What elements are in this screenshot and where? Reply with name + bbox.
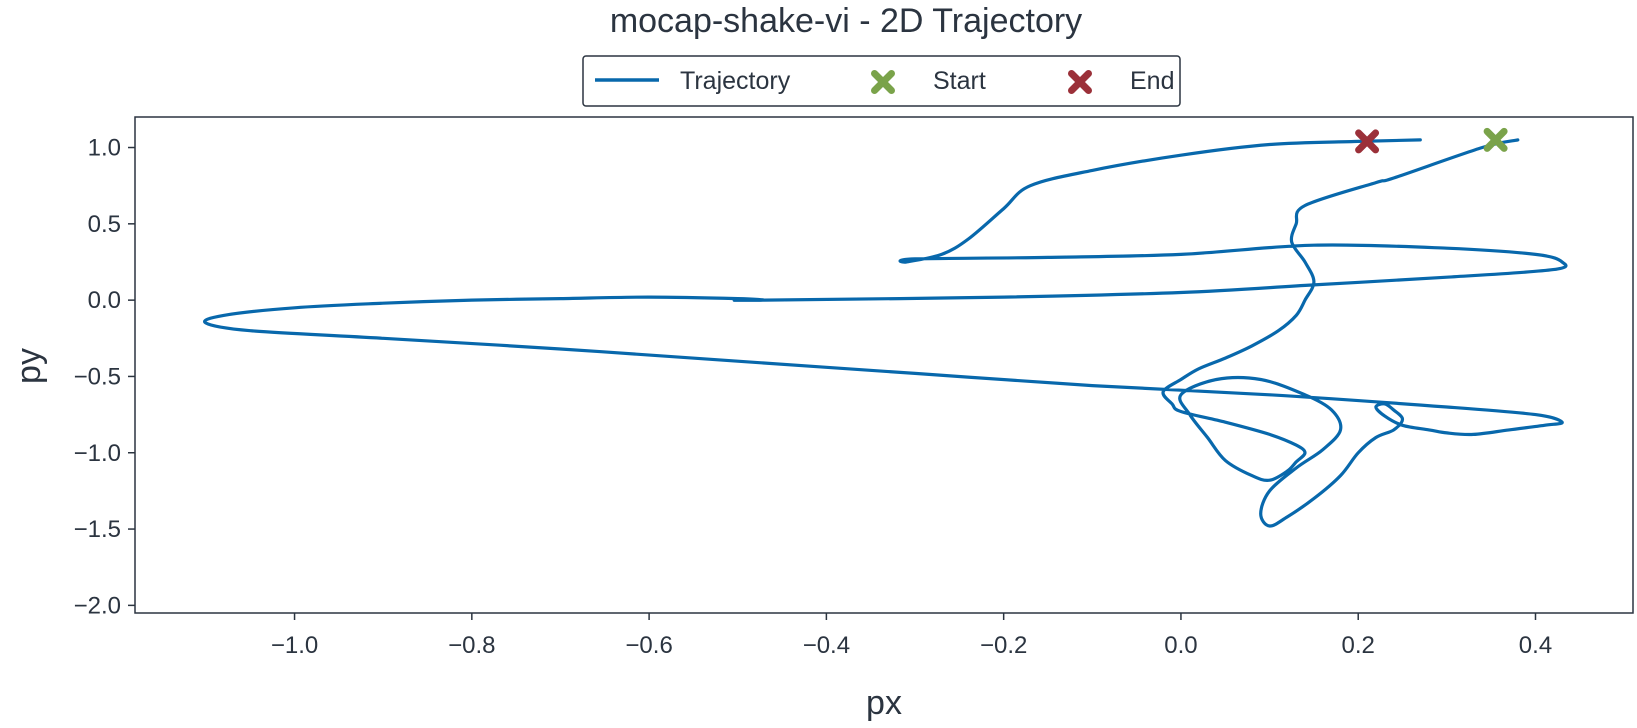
end-marker bbox=[1355, 129, 1380, 154]
y-tick-label: 0.0 bbox=[88, 287, 121, 314]
legend-end-x bbox=[1068, 70, 1092, 94]
y-axis-label: py bbox=[10, 348, 48, 384]
points-layer bbox=[1355, 127, 1508, 154]
x-tick-label: 0.0 bbox=[1164, 632, 1197, 659]
x-tick-label: 0.2 bbox=[1342, 632, 1375, 659]
chart-legend: Trajectory Start End bbox=[582, 55, 1181, 107]
series-layer bbox=[203, 138, 1568, 528]
y-tick-label: −1.5 bbox=[74, 516, 121, 543]
x-tick-label: 0.4 bbox=[1519, 632, 1552, 659]
y-tick-label: 1.0 bbox=[88, 135, 121, 162]
y-tick-label: 0.5 bbox=[88, 211, 121, 238]
x-tick-label: −0.8 bbox=[448, 632, 495, 659]
legend-start-label: Start bbox=[933, 67, 986, 95]
x-tick-label: −0.6 bbox=[625, 632, 672, 659]
y-tick-label: −2.0 bbox=[74, 592, 121, 619]
x-axis-label: px bbox=[866, 684, 902, 722]
legend-start-x bbox=[871, 70, 895, 94]
chart-title: mocap-shake-vi - 2D Trajectory bbox=[610, 2, 1082, 40]
x-tick-label: −0.4 bbox=[803, 632, 850, 659]
y-tick-label: −0.5 bbox=[74, 363, 121, 390]
y-axis: −2.0 −1.5 −1.0 −0.5 0.0 0.5 1.0 bbox=[74, 135, 135, 619]
legend-end-label: End bbox=[1130, 67, 1174, 95]
plot-area bbox=[134, 116, 1634, 614]
y-tick-label: −1.0 bbox=[74, 440, 121, 467]
x-tick-label: −0.2 bbox=[980, 632, 1027, 659]
legend-end-marker bbox=[1068, 70, 1092, 94]
x-axis: −1.0 −0.8 −0.6 −0.4 −0.2 0.0 0.2 0.4 bbox=[271, 613, 1552, 659]
x-tick-label: −1.0 bbox=[271, 632, 318, 659]
legend-start-marker bbox=[871, 70, 895, 94]
series-line-0 bbox=[203, 138, 1568, 528]
legend-trajectory-label: Trajectory bbox=[680, 67, 791, 95]
start-marker bbox=[1483, 127, 1508, 152]
